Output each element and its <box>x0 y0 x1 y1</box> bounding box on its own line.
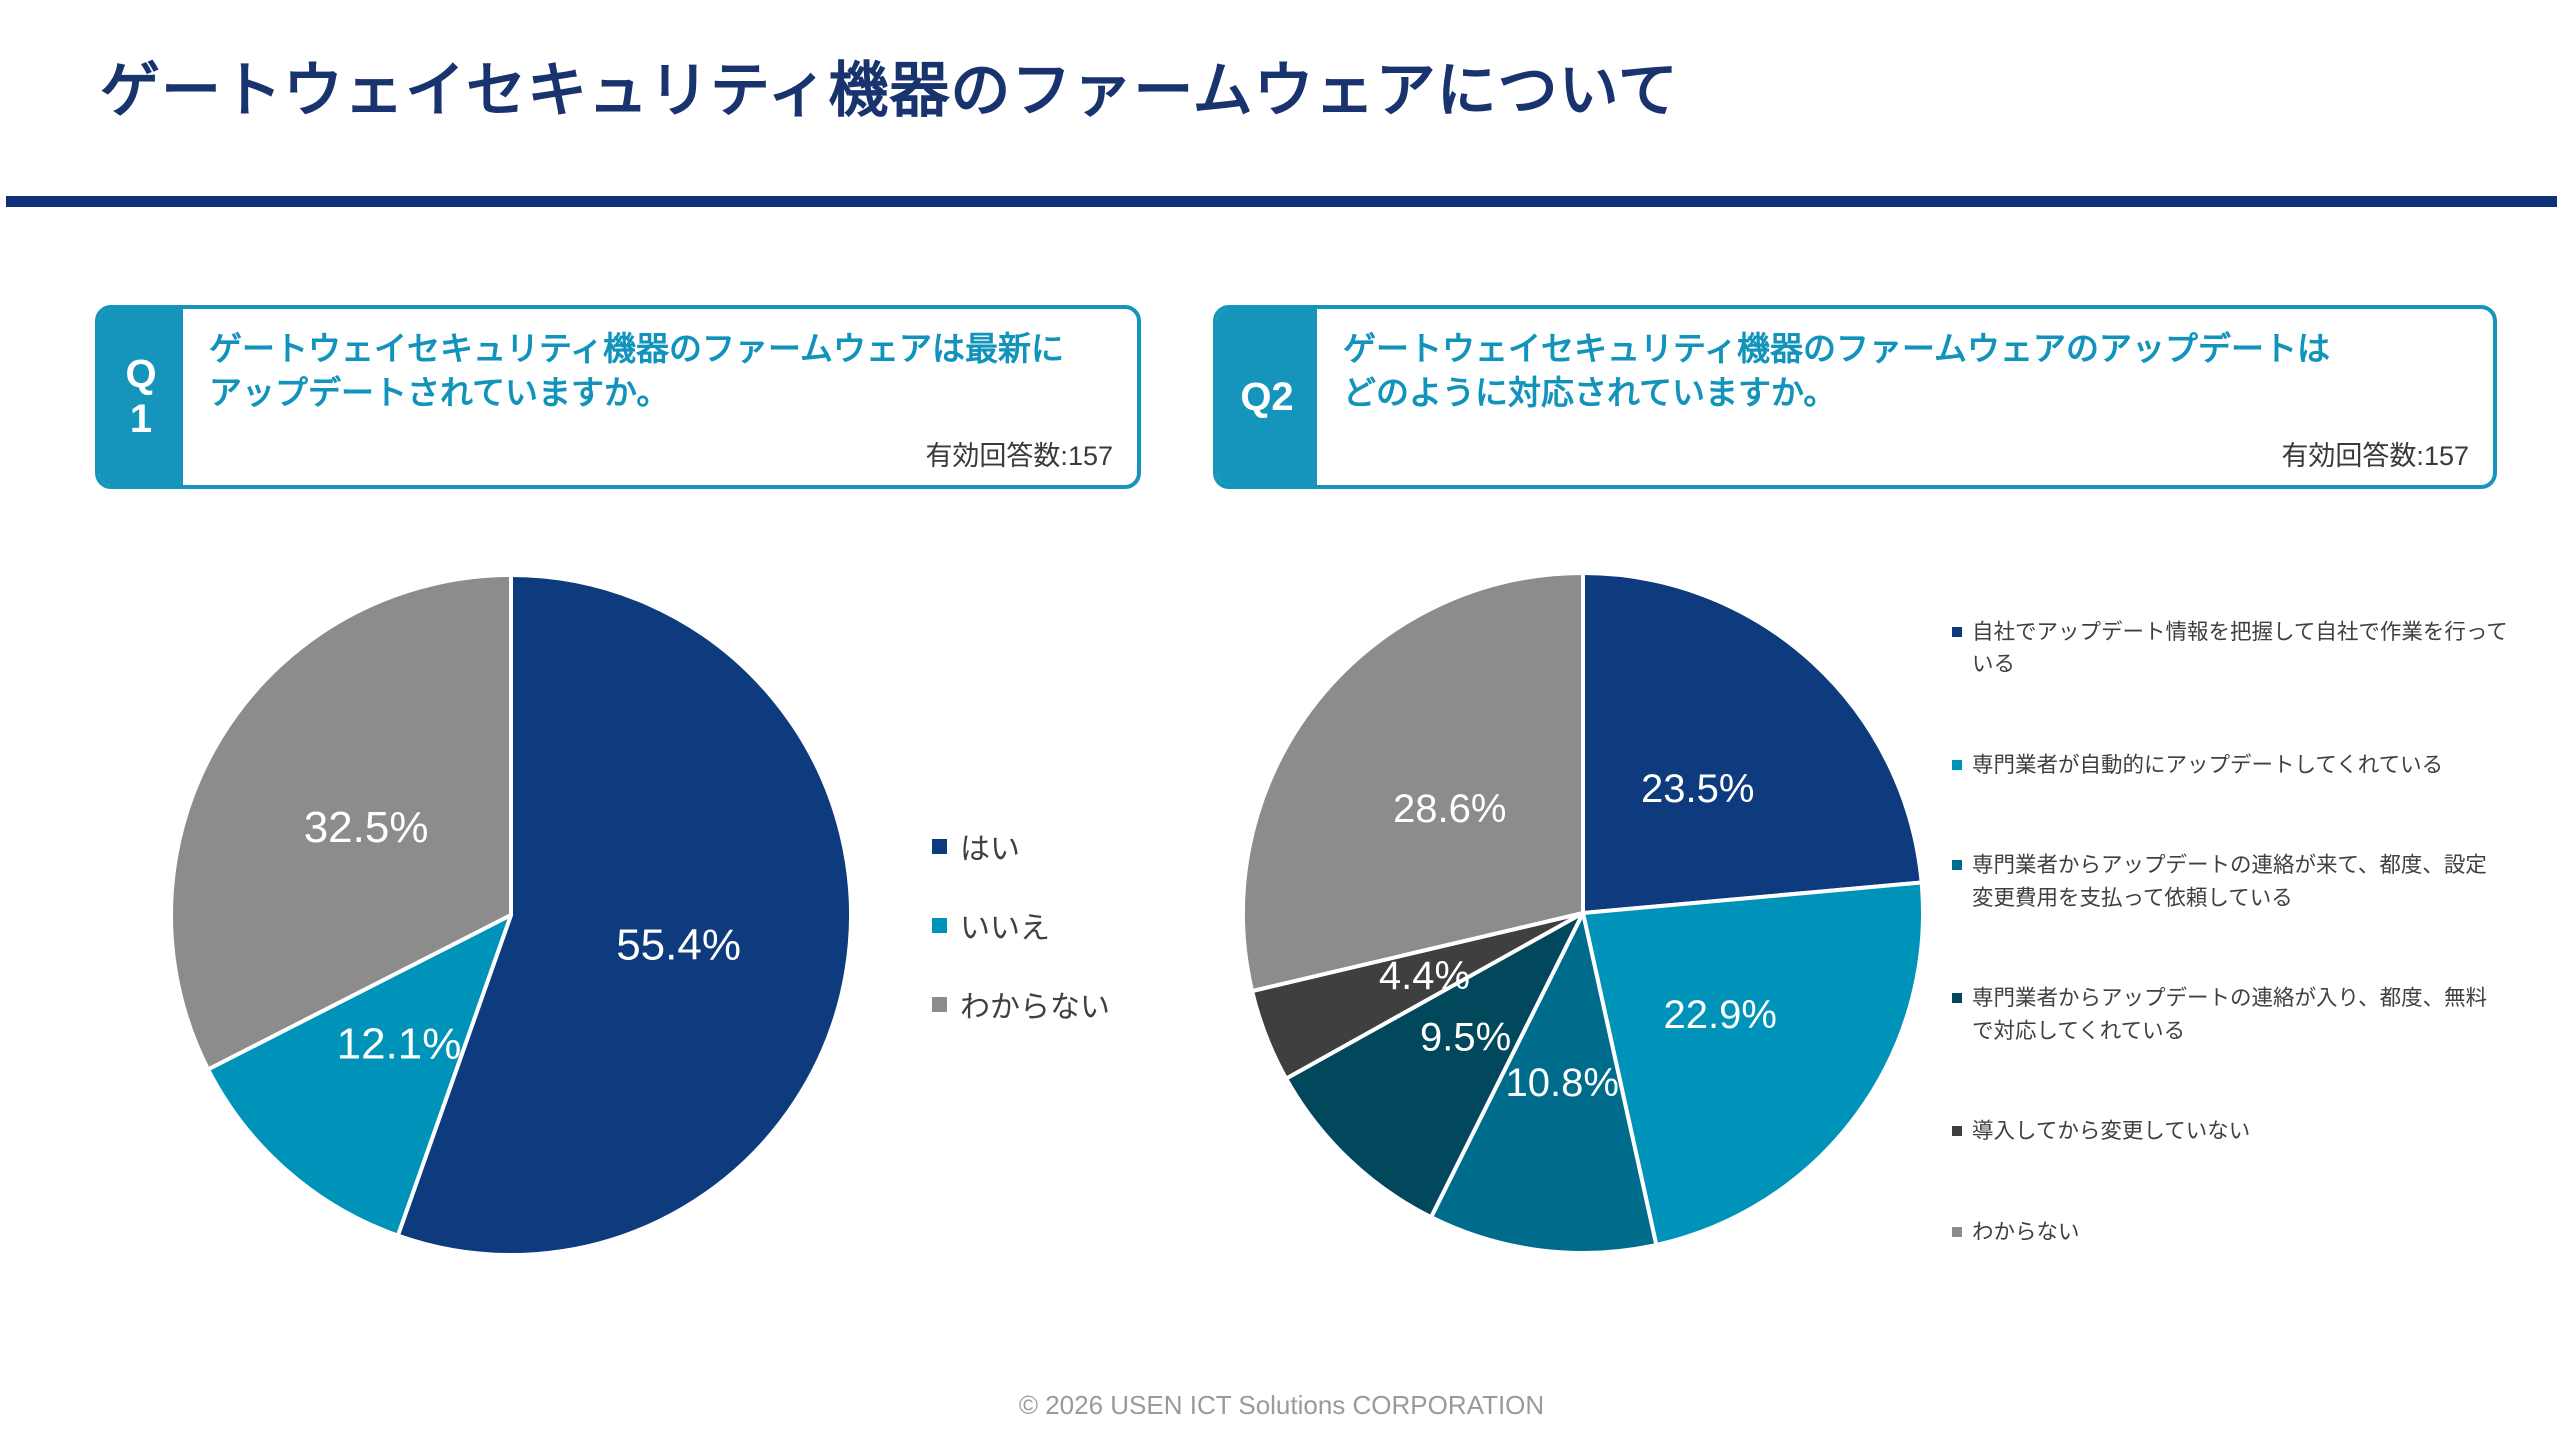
legend-marker-icon <box>932 917 947 933</box>
legend-label: いいえ <box>960 912 1050 945</box>
legend-label: わからない <box>1972 1219 2080 1244</box>
legend-label: 導入してから変更していない <box>1972 1119 2251 1144</box>
legend-marker-icon <box>1952 759 1962 770</box>
legend-item: わからない <box>1952 1216 2508 1248</box>
pie-slice-value-label: 12.1% <box>337 1020 462 1069</box>
pie-slice-value-label: 23.5% <box>1641 767 1754 811</box>
legend-label: 自社でアップデート情報を把握して自社で作業を行っている <box>1972 620 2508 677</box>
legend-label: 専門業者が自動的にアップデートしてくれている <box>1972 752 2444 777</box>
pie-slice <box>169 573 513 1072</box>
pie-slice-value-label: 10.8% <box>1505 1061 1618 1105</box>
legend-marker-icon <box>1952 627 1962 637</box>
legend-marker-icon <box>1952 1226 1962 1237</box>
legend-item: いいえ <box>932 903 1182 947</box>
pie-slice <box>1284 911 1585 1220</box>
pie-slice-value-label: 32.5% <box>304 803 429 852</box>
pie-slice <box>206 913 513 1238</box>
slide-title: ゲートウェイセキュリティ機器のファームウェアについて <box>100 57 1679 124</box>
q1-panel: Q 1 ゲートウェイセキュリティ機器のファームウェアは最新に アップデートされて… <box>95 305 1141 489</box>
legend-item: 導入してから変更していない <box>1952 1115 2508 1147</box>
q2-respondents: 有効回答数:157 <box>2281 441 2469 471</box>
q2-legend: 自社でアップデート情報を把握して自社で作業を行っている専門業者が自動的にアップデ… <box>1952 616 2508 1248</box>
legend-label: はい <box>960 833 1020 866</box>
pie-slice <box>1429 911 1659 1255</box>
copyright-text: © 2026 USEN ICT Solutions CORPORATION <box>1018 1390 1545 1420</box>
legend-label: 専門業者からアップデートの連絡が来て、都度、設定変更費用を支払って依頼している <box>1972 853 2487 910</box>
legend-marker-icon <box>932 996 947 1012</box>
q2-pie-chart: 23.5% 22.9% 10.8%9.5% 4.4% 28.6% <box>1241 571 1925 1255</box>
legend-item: 専門業者が自動的にアップデートしてくれている <box>1952 749 2508 781</box>
pie-slice-value-label: 4.4% <box>1379 954 1470 998</box>
legend-item: はい <box>932 824 1182 868</box>
legend-item: 自社でアップデート情報を把握して自社で作業を行っている <box>1952 616 2508 681</box>
q2-question: ゲートウェイセキュリティ機器のファームウェアのアップデートは どのように対応され… <box>1343 330 2331 412</box>
legend-marker-icon <box>1952 860 1962 871</box>
pie-slice-value-label: 22.9% <box>1663 993 1776 1037</box>
legend-item: わからない <box>932 982 1182 1026</box>
legend-item: 専門業者からアップデートの連絡が入り、都度、無料で対応してくれている <box>1952 982 2508 1047</box>
pie-slice <box>1241 571 1585 994</box>
pie-slice-value-label: 9.5% <box>1420 1015 1511 1059</box>
q2-panel: Q2 ゲートウェイセキュリティ機器のファームウェアのアップデートは どのように対… <box>1213 305 2497 489</box>
pie-slice-value-label: 55.4% <box>616 921 741 970</box>
pie-slice <box>1581 571 1924 915</box>
pie-slice-value-label: 28.6% <box>1393 787 1506 831</box>
q1-panel-body: ゲートウェイセキュリティ機器のファームウェアは最新に アップデートされていますか… <box>183 309 1137 485</box>
q1-pie-chart: 55.4% 12.1% 32.5% <box>169 573 853 1257</box>
title-underline <box>6 196 2557 207</box>
legend-marker-icon <box>1952 1126 1962 1137</box>
legend-label: 専門業者からアップデートの連絡が入り、都度、無料で対応してくれている <box>1972 986 2488 1043</box>
legend-marker-icon <box>1952 993 1962 1004</box>
q1-respondents: 有効回答数:157 <box>925 441 1113 471</box>
q1-tag: Q 1 <box>99 309 183 485</box>
q1-legend: はいいいえわからない <box>932 824 1182 1026</box>
legend-label: わからない <box>960 991 1110 1024</box>
q2-panel-body: ゲートウェイセキュリティ機器のファームウェアのアップデートは どのように対応され… <box>1317 309 2493 485</box>
legend-item: 専門業者からアップデートの連絡が来て、都度、設定変更費用を支払って依頼している <box>1952 849 2508 914</box>
q2-tag: Q2 <box>1217 309 1317 485</box>
q1-question: ゲートウェイセキュリティ機器のファームウェアは最新に アップデートされていますか… <box>209 330 1065 412</box>
pie-slice <box>1581 880 1925 1247</box>
legend-marker-icon <box>932 838 947 854</box>
